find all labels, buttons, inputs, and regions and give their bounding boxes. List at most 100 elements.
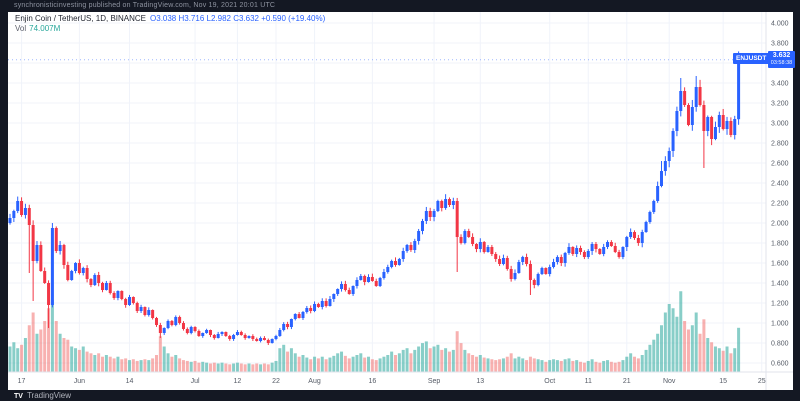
volume-bar [212, 362, 216, 372]
candle-body [471, 237, 475, 244]
candle-body [77, 263, 81, 273]
candle-body [594, 244, 598, 249]
volume-bar [579, 361, 583, 372]
volume-bar [721, 350, 725, 372]
candle-body [440, 201, 444, 208]
volume-bar [621, 360, 625, 372]
tradingview-logo[interactable]: TV TradingView [14, 392, 71, 400]
candle-body [636, 238, 640, 243]
candle-body [602, 247, 606, 254]
volume-bar [420, 343, 424, 372]
volume-bar [374, 360, 378, 372]
volume-bar [178, 358, 182, 372]
candle-body [212, 335, 216, 338]
volume-bar [47, 308, 51, 372]
volume-bar [428, 348, 432, 372]
volume-bar [432, 346, 436, 372]
volume-bar [490, 359, 494, 372]
volume-bar [733, 348, 737, 372]
candlestick-chart[interactable]: 4.000 3.800 3.400 3.200 3.000 2.800 2.600 2.400… [8, 12, 793, 390]
volume-bar [582, 362, 586, 372]
volume-bar [154, 355, 158, 372]
volume-bar [424, 341, 428, 372]
candle-body [243, 335, 247, 338]
volume-bar [559, 360, 563, 372]
volume-bar [266, 364, 270, 372]
candle-body [255, 339, 259, 341]
candle-body [62, 245, 66, 265]
volume-bar [567, 358, 571, 372]
volume-bar [737, 327, 741, 372]
volume-bar [255, 363, 259, 372]
candle-body [544, 268, 548, 274]
volume-bar [390, 351, 394, 372]
candle-body [428, 211, 432, 217]
candle-body [174, 317, 178, 325]
candle-body [128, 297, 132, 305]
candle-body [517, 262, 521, 273]
candle-body [405, 245, 409, 251]
volume-bar [58, 333, 62, 372]
candle-body [571, 247, 575, 254]
candle-body [266, 340, 270, 343]
volume-bar [467, 353, 471, 372]
candle-body [378, 278, 382, 286]
candle-body [710, 117, 714, 139]
volume-bar [613, 362, 617, 372]
volume-bar [93, 355, 97, 372]
volume-bar [594, 361, 598, 372]
volume-bar [525, 360, 529, 372]
time-tick-label: Oct [544, 378, 555, 385]
time-tick-label: 25 [758, 378, 766, 385]
candle-body [694, 87, 698, 107]
volume-bar [112, 358, 116, 372]
price-tick-label: 1.400 [771, 281, 789, 288]
candle-body [590, 244, 594, 251]
volume-bar [135, 360, 139, 372]
volume-bar [62, 338, 66, 372]
candle-body [663, 161, 667, 171]
candle-body [686, 105, 690, 125]
symbol-title[interactable]: Enjin Coin / TetherUS, 1D, BINANCE [15, 14, 147, 23]
volume-bar [478, 355, 482, 372]
candle-body [463, 231, 467, 243]
time-tick-label: 14 [126, 378, 134, 385]
volume-bar [128, 360, 132, 372]
candle-body [328, 299, 332, 306]
candle-body [633, 232, 637, 238]
candle-body [351, 286, 355, 294]
volume-bar [101, 356, 105, 372]
candle-body [89, 279, 93, 285]
volume-bar [224, 363, 228, 372]
volume-bar [463, 349, 467, 372]
volume-bar [586, 360, 590, 372]
ohlc-values: O3.038 H3.716 L2.982 C3.632 +0.590 (+19.… [150, 14, 326, 23]
candle-body [270, 339, 274, 343]
volume-bar [451, 349, 455, 372]
volume-bar [228, 364, 232, 372]
time-tick-label: 15 [719, 378, 727, 385]
candle-body [162, 328, 166, 333]
volume-bar [656, 333, 660, 372]
candle-body [702, 105, 706, 131]
volume-bar [690, 325, 694, 372]
volume-bar [517, 356, 521, 372]
volume-bar [208, 363, 212, 372]
volume-bar [397, 353, 401, 372]
volume-bar [409, 353, 413, 372]
volume-bar [675, 316, 679, 372]
time-axis[interactable] [8, 372, 765, 390]
volume-bar [544, 361, 548, 372]
candle-body [505, 258, 509, 269]
candle-body [27, 208, 31, 225]
candle-body [420, 221, 424, 231]
candle-body [16, 201, 20, 211]
volume-bar [725, 346, 729, 372]
tradingview-logo-icon: TV [14, 392, 23, 400]
price-tick-label: 1.000 [771, 321, 789, 328]
candle-body [85, 268, 89, 279]
volume-bar [147, 360, 151, 372]
volume-bar [513, 358, 517, 372]
volume-bar [85, 351, 89, 372]
